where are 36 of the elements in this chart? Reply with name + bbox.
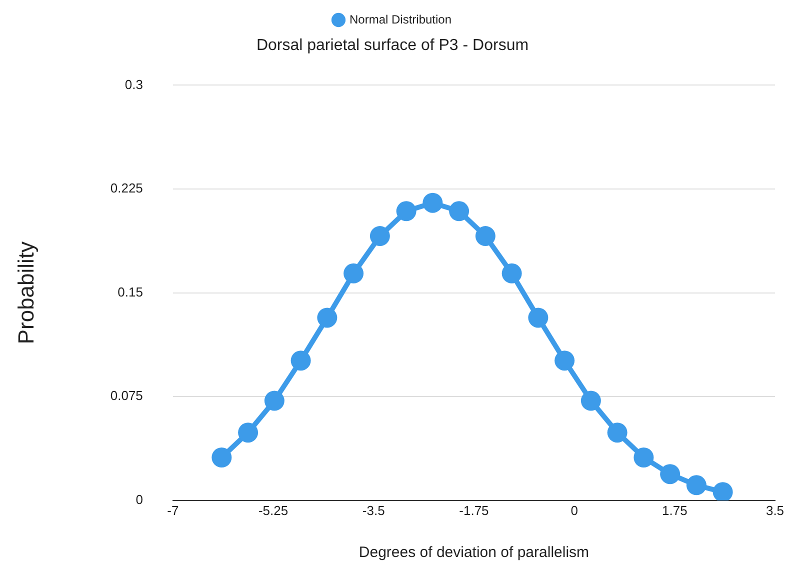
point: [634, 447, 654, 468]
point: [212, 447, 232, 468]
y-tick-label: 0: [136, 492, 143, 507]
point: [475, 226, 496, 246]
x-tick-label: -3.5: [362, 502, 385, 518]
point: [449, 201, 470, 222]
point: [712, 482, 733, 500]
chart-title: Dorsal parietal surface of P3 - Dorsum: [256, 37, 529, 54]
point: [264, 390, 284, 411]
x-tick-label: 3.5: [766, 502, 784, 518]
legend-label: Normal Distribution: [349, 12, 452, 26]
y-axis-title: Probability: [13, 241, 38, 344]
point: [422, 192, 443, 213]
x-axis-title: Degrees of deviation of parallelism: [358, 544, 590, 562]
point: [317, 308, 338, 328]
point: [580, 390, 601, 411]
x-tick-label: -1.75: [459, 502, 489, 518]
point: [396, 201, 416, 222]
point: [554, 350, 575, 371]
y-tick-label: 0.225: [110, 180, 143, 196]
point: [660, 464, 680, 484]
x-tick-label: 0: [570, 502, 578, 518]
point: [686, 475, 706, 496]
point: [607, 422, 628, 443]
y-tick-label: 0.075: [110, 388, 143, 404]
point: [502, 263, 522, 284]
x-tick-label: -5.25: [258, 502, 288, 518]
x-tick-label: -7: [167, 502, 179, 518]
y-tick-label: 0.15: [118, 284, 143, 300]
point: [344, 263, 364, 284]
point: [290, 350, 311, 371]
y-tick-label: 0.3: [124, 76, 143, 92]
point: [370, 226, 390, 246]
point: [528, 308, 548, 328]
x-tick-label: 1.75: [662, 502, 688, 518]
point: [238, 422, 258, 443]
